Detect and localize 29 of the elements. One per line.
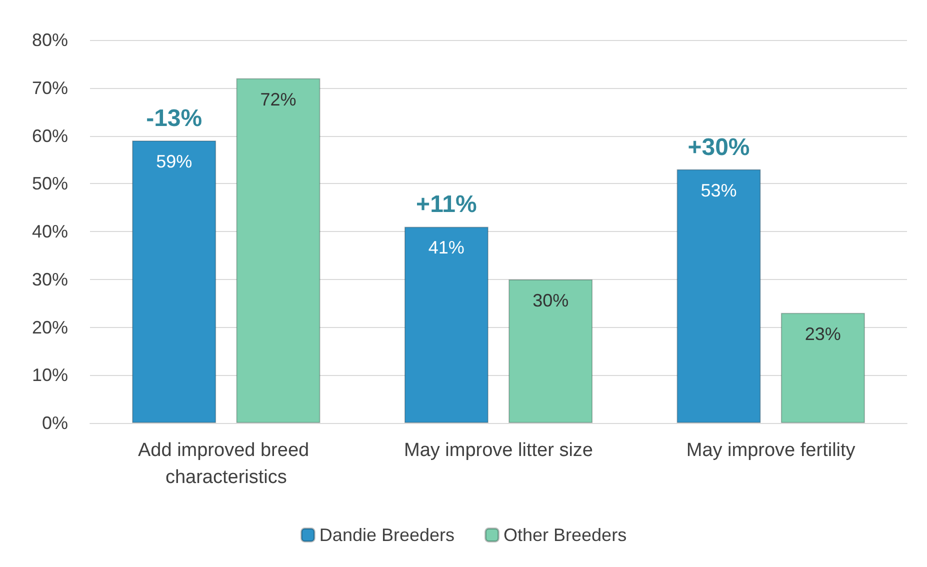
data-label: 59% <box>156 152 192 172</box>
y-tick-label: 30% <box>32 269 68 290</box>
data-label: 72% <box>260 89 296 110</box>
bar <box>780 312 865 423</box>
annotation: +11% <box>416 191 477 218</box>
legend-label: Other Breeders <box>504 525 627 545</box>
bar <box>132 140 216 423</box>
data-label: 23% <box>804 324 841 344</box>
y-tick-label: 50% <box>32 174 68 194</box>
y-tick-label: 40% <box>32 222 68 242</box>
y-tick-label: 10% <box>32 365 68 386</box>
bar <box>508 279 593 423</box>
x-tick-label: May improve fertility <box>686 440 856 461</box>
data-label: 53% <box>700 180 737 200</box>
data-label: 41% <box>428 238 464 258</box>
y-tick-label: 0% <box>42 413 68 433</box>
bar <box>404 226 488 423</box>
bar <box>676 169 761 423</box>
bar <box>236 78 320 423</box>
annotation: +30% <box>688 134 750 161</box>
legend-label: Dandie Breeders <box>319 525 455 545</box>
x-tick-label: Add improved breed characteristics <box>138 440 314 488</box>
y-tick-label: 70% <box>32 78 68 98</box>
data-label: 30% <box>532 290 569 310</box>
y-tick-label: 20% <box>32 317 68 338</box>
annotation: -13% <box>146 105 202 132</box>
y-tick-label: 80% <box>32 30 68 50</box>
x-tick-label: May improve litter size <box>404 440 593 461</box>
y-tick-label: 60% <box>32 126 68 146</box>
